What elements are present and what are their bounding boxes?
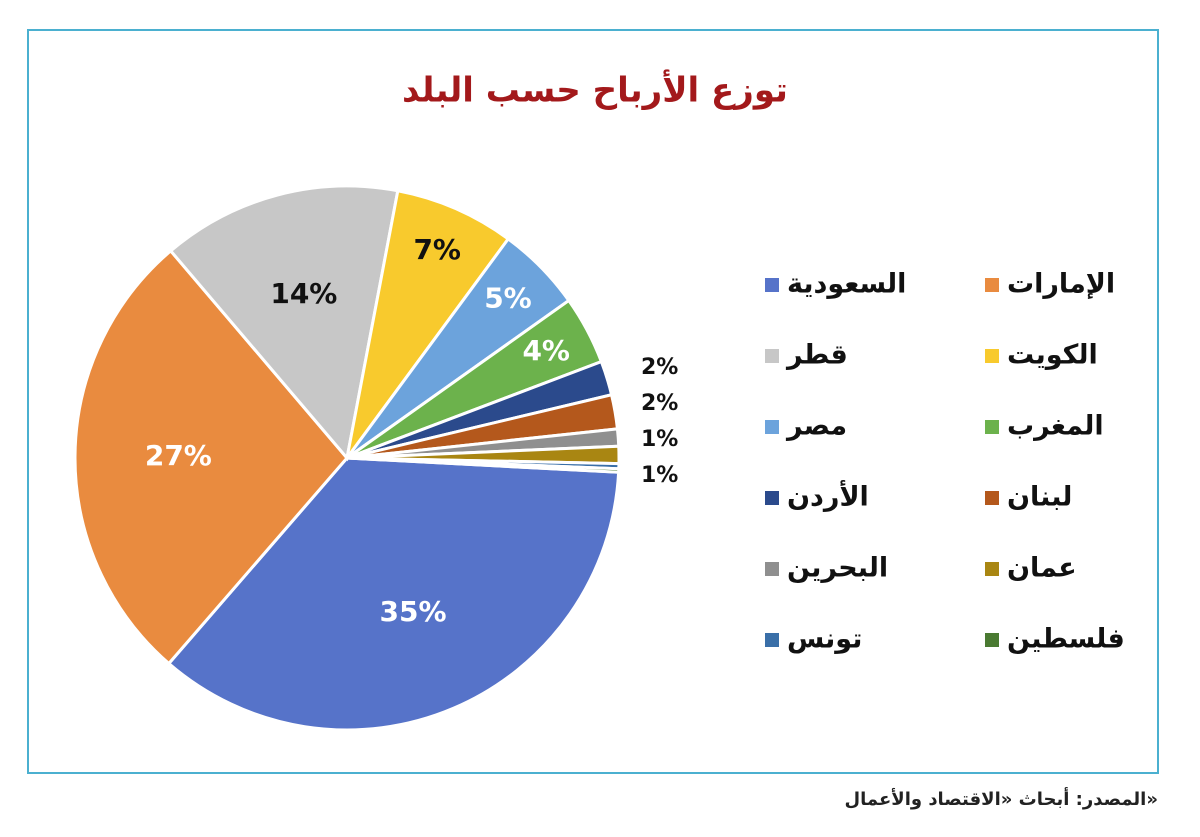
data-label: 5% (484, 282, 532, 315)
legend-label: المغرب (1007, 411, 1104, 442)
pie-slice (345, 189, 511, 459)
data-label: 2% (641, 391, 678, 416)
pie-slice (166, 456, 621, 732)
pie-slice (168, 184, 400, 462)
legend-label: البحرين (787, 553, 888, 584)
legend-swatch (985, 491, 999, 505)
legend-swatch (765, 562, 779, 576)
legend-swatch (985, 562, 999, 576)
legend-swatch (765, 278, 779, 292)
legend-label: مصر (785, 411, 847, 442)
data-label: 2% (641, 355, 678, 380)
legend-swatch (985, 420, 999, 434)
legend-label: تونس (787, 624, 862, 655)
data-label: 14% (270, 277, 337, 310)
legend-swatch (765, 491, 779, 505)
legend-swatch (765, 633, 779, 647)
legend-label: السعودية (787, 269, 906, 300)
legend-swatch (765, 420, 779, 434)
legend-label: فلسطين (1007, 624, 1125, 655)
legend-swatch (985, 349, 999, 363)
legend-label: لبنان (1007, 482, 1072, 513)
data-label: 1% (641, 463, 678, 488)
legend-swatch (765, 349, 779, 363)
data-label: 7% (413, 233, 461, 266)
legend-swatch (985, 278, 999, 292)
pie-slice (73, 248, 349, 666)
pie-slice (346, 456, 621, 474)
data-label: 27% (145, 439, 212, 472)
data-label: 35% (379, 595, 446, 628)
legend-label: الإمارات (1007, 269, 1115, 300)
legend-swatch (985, 633, 999, 647)
legend-label: عمان (1007, 553, 1077, 584)
legend-label: قطر (785, 340, 848, 371)
data-label: 4% (522, 334, 570, 367)
legend-label: الكويت (1007, 340, 1098, 371)
legend-label: الأردن (787, 480, 869, 513)
chart-title: توزع الأرباح حسب البلد (402, 69, 788, 111)
source-note: المصدر: أبحاث «الاقتصاد والأعمال» (845, 787, 1158, 810)
data-label: 1% (641, 427, 678, 452)
